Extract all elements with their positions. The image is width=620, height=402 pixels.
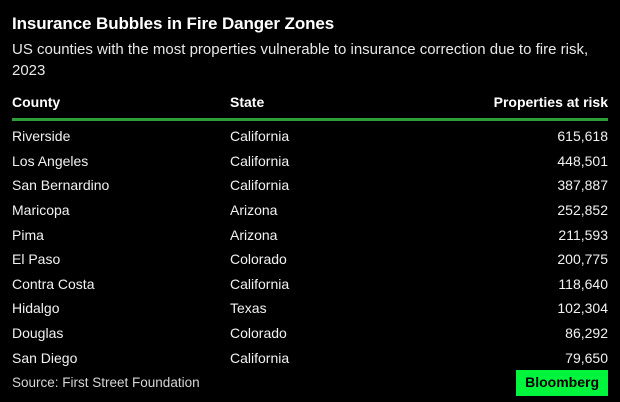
cell-state: California bbox=[230, 349, 290, 366]
table-row: Douglas Colorado 86,292 bbox=[12, 321, 608, 346]
cell-county: Riverside bbox=[12, 128, 71, 145]
table-row: Contra Costa California 118,640 bbox=[12, 272, 608, 297]
cell-properties-at-risk: 79,650 bbox=[565, 349, 608, 366]
cell-state: California bbox=[230, 152, 290, 169]
cell-county: Maricopa bbox=[12, 202, 70, 219]
cell-properties-at-risk: 102,304 bbox=[557, 300, 608, 317]
cell-state: Texas bbox=[230, 300, 267, 317]
table-row: Riverside California 615,618 bbox=[12, 120, 608, 149]
cell-state: California bbox=[230, 177, 290, 194]
column-header-state: State bbox=[230, 94, 430, 121]
table-row: Pima Arizona 211,593 bbox=[12, 222, 608, 247]
table-body: Riverside California 615,618 Los Angeles Cal… bbox=[12, 120, 608, 370]
cell-state: Arizona bbox=[230, 202, 278, 219]
source-note: Source: First Street Foundation bbox=[12, 375, 200, 391]
table-header: County State Properties at risk bbox=[12, 94, 608, 121]
cell-county: San Diego bbox=[12, 349, 78, 366]
cell-county: San Bernardino bbox=[12, 177, 110, 194]
table-row: Hidalgo Texas 102,304 bbox=[12, 296, 608, 321]
cell-state: California bbox=[230, 275, 290, 292]
cell-properties-at-risk: 211,593 bbox=[558, 226, 608, 243]
chart-footer: Source: First Street Foundation Bloomber… bbox=[12, 369, 608, 396]
table-row: Maricopa Arizona 252,852 bbox=[12, 198, 608, 223]
cell-county: Los Angeles bbox=[12, 152, 89, 169]
cell-county: Douglas bbox=[12, 325, 64, 342]
table-row: Los Angeles California 448,501 bbox=[12, 149, 608, 174]
bloomberg-logo: Bloomberg bbox=[516, 369, 608, 396]
cell-county: Contra Costa bbox=[12, 275, 95, 292]
cell-county: Hidalgo bbox=[12, 300, 60, 317]
cell-properties-at-risk: 387,887 bbox=[557, 177, 608, 194]
cell-county: El Paso bbox=[12, 251, 61, 268]
table-row: El Paso Colorado 200,775 bbox=[12, 247, 608, 272]
table-row: San Diego California 79,650 bbox=[12, 345, 608, 370]
cell-state: California bbox=[230, 128, 290, 145]
cell-properties-at-risk: 86,292 bbox=[565, 325, 608, 342]
cell-properties-at-risk: 200,775 bbox=[557, 251, 608, 268]
cell-properties-at-risk: 252,852 bbox=[557, 202, 608, 219]
cell-county: Pima bbox=[12, 226, 44, 243]
column-header-county: County bbox=[12, 94, 230, 121]
cell-state: Arizona bbox=[230, 226, 278, 243]
chart-title: Insurance Bubbles in Fire Danger Zones bbox=[12, 14, 335, 33]
counties-table: County State Properties at risk Riversid… bbox=[12, 94, 608, 370]
table-row: San Bernardino California 387,887 bbox=[12, 173, 608, 198]
cell-state: Colorado bbox=[230, 251, 287, 268]
cell-properties-at-risk: 448,501 bbox=[557, 152, 608, 169]
column-header-properties-at-risk: Properties at risk bbox=[430, 94, 608, 121]
cell-state: Colorado bbox=[230, 325, 287, 342]
chart-subtitle: US counties with the most properties vul… bbox=[12, 41, 589, 79]
cell-properties-at-risk: 615,618 bbox=[557, 128, 608, 145]
cell-properties-at-risk: 118,640 bbox=[558, 275, 608, 292]
